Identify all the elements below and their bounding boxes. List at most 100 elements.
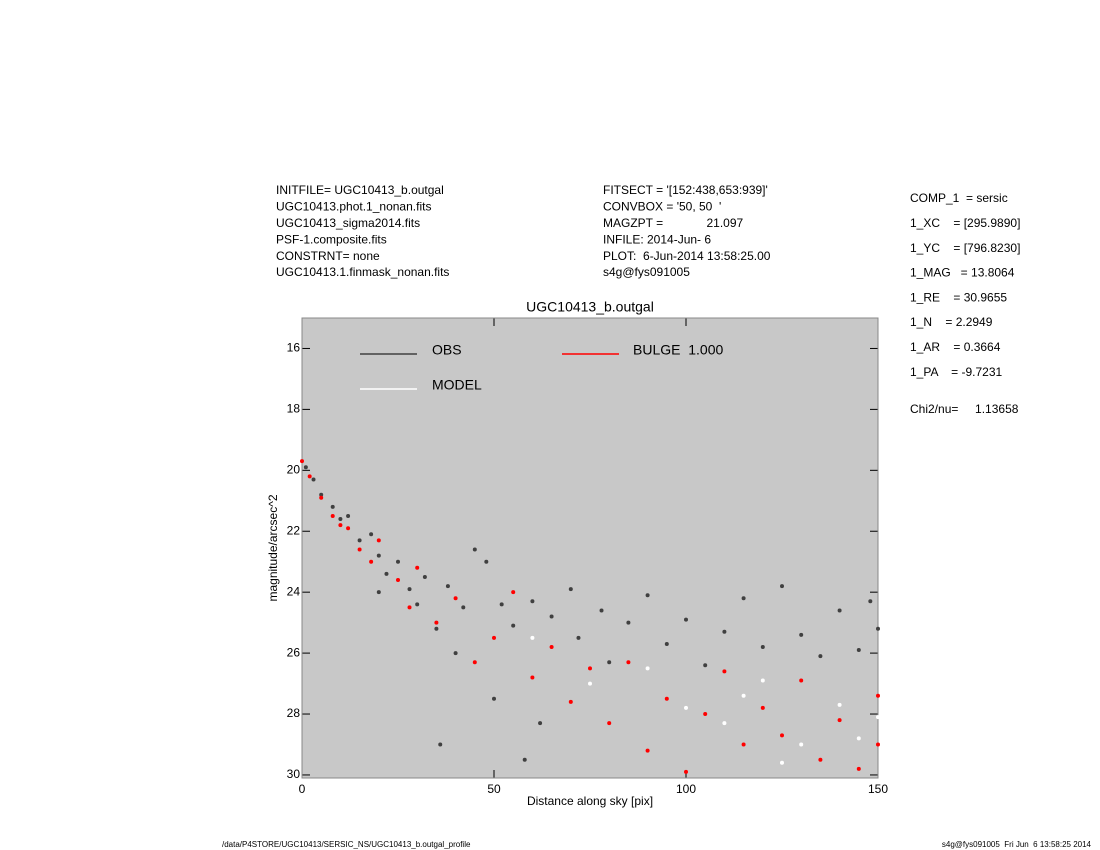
data-point xyxy=(684,769,688,774)
plot-area xyxy=(302,318,878,778)
data-point xyxy=(396,559,400,564)
data-point xyxy=(453,596,458,601)
data-point xyxy=(492,696,496,701)
param-line: 1_RE = 30.9655 xyxy=(910,290,1007,304)
data-point xyxy=(626,660,631,665)
info-line: MAGZPT = 21.097 xyxy=(603,216,743,230)
data-point xyxy=(396,577,400,582)
data-point xyxy=(538,721,543,726)
data-point xyxy=(645,748,650,753)
info-line: s4g@fys091005 xyxy=(603,265,690,279)
info-line: CONVBOX = '50, 50 ' xyxy=(603,200,721,214)
data-point xyxy=(445,584,450,589)
data-point xyxy=(576,635,581,640)
data-point xyxy=(376,538,381,543)
data-point xyxy=(703,663,708,668)
data-point xyxy=(722,629,727,634)
legend-label: OBS xyxy=(432,342,462,358)
data-point xyxy=(876,742,880,747)
data-point xyxy=(703,712,708,717)
data-point xyxy=(522,757,527,762)
data-point xyxy=(472,660,477,665)
data-point xyxy=(434,620,439,625)
data-point xyxy=(492,635,496,640)
y-tick-label: 20 xyxy=(287,462,301,476)
data-point xyxy=(876,626,880,631)
param-line: 1_MAG = 13.8064 xyxy=(910,266,1015,280)
data-point xyxy=(568,699,573,704)
data-point xyxy=(338,523,343,528)
data-point xyxy=(780,733,784,738)
data-point xyxy=(876,715,880,720)
param-line: 1_N = 2.2949 xyxy=(910,315,993,329)
data-point xyxy=(438,742,443,747)
data-point xyxy=(741,693,746,698)
data-point xyxy=(338,517,343,522)
data-point xyxy=(369,532,374,537)
y-tick-label: 26 xyxy=(287,645,301,659)
footer-stamp: s4g@fys091005 Fri Jun 6 13:58:25 2014 xyxy=(942,840,1092,849)
chart-title: UGC10413_b.outgal xyxy=(526,299,654,315)
data-point xyxy=(722,721,727,726)
data-point xyxy=(369,559,374,564)
data-point xyxy=(499,602,504,607)
x-tick-label: 0 xyxy=(299,782,306,796)
data-point xyxy=(453,651,458,656)
data-point xyxy=(472,547,477,552)
data-point xyxy=(357,547,362,552)
data-point xyxy=(760,645,765,650)
data-point xyxy=(384,571,389,576)
y-tick-label: 24 xyxy=(287,584,301,598)
data-point xyxy=(434,626,439,631)
data-point xyxy=(376,590,381,595)
data-point xyxy=(311,477,316,482)
data-point xyxy=(307,474,312,479)
param-line: COMP_1 = sersic xyxy=(910,191,1008,205)
data-point xyxy=(530,675,535,680)
data-point xyxy=(645,666,650,671)
data-point xyxy=(741,742,746,747)
param-line: 1_AR = 0.3664 xyxy=(910,340,1001,354)
data-point xyxy=(799,678,804,683)
data-point xyxy=(511,590,516,595)
data-point xyxy=(588,666,592,671)
data-point xyxy=(684,617,688,622)
param-line: 1_XC = [295.9890] xyxy=(910,216,1020,230)
y-axis-label: magnitude/arcsec^2 xyxy=(266,494,280,601)
data-point xyxy=(856,648,861,653)
data-point xyxy=(346,514,351,519)
data-point xyxy=(415,602,420,607)
data-point xyxy=(319,492,324,497)
data-point xyxy=(407,587,412,592)
data-point xyxy=(664,641,669,646)
info-line: UGC10413.1.finmask_nonan.fits xyxy=(276,265,449,279)
data-point xyxy=(837,608,842,613)
legend-label: BULGE 1.000 xyxy=(633,342,723,358)
y-tick-label: 22 xyxy=(287,523,301,537)
data-point xyxy=(818,757,823,762)
data-point xyxy=(722,669,727,674)
x-tick-label: 100 xyxy=(676,782,696,796)
info-line: PSF-1.composite.fits xyxy=(276,232,387,246)
data-point xyxy=(626,620,631,625)
data-point xyxy=(607,721,612,726)
data-point xyxy=(357,538,362,543)
y-tick-label: 30 xyxy=(287,767,301,781)
data-point xyxy=(511,623,516,628)
info-line: INITFILE= UGC10413_b.outgal xyxy=(276,183,444,197)
data-point xyxy=(330,504,335,509)
data-point xyxy=(818,654,823,659)
info-line: INFILE: 2014-Jun- 6 xyxy=(603,232,711,246)
data-point xyxy=(330,514,335,519)
data-point xyxy=(303,465,308,470)
data-point xyxy=(856,766,861,771)
data-point xyxy=(300,459,304,464)
data-point xyxy=(530,635,535,640)
data-point xyxy=(588,681,592,686)
data-point xyxy=(407,605,412,610)
info-line: FITSECT = '[152:438,653:939]' xyxy=(603,183,768,197)
data-point xyxy=(868,599,873,604)
info-line: UGC10413.phot.1_nonan.fits xyxy=(276,200,431,214)
data-point xyxy=(799,742,804,747)
